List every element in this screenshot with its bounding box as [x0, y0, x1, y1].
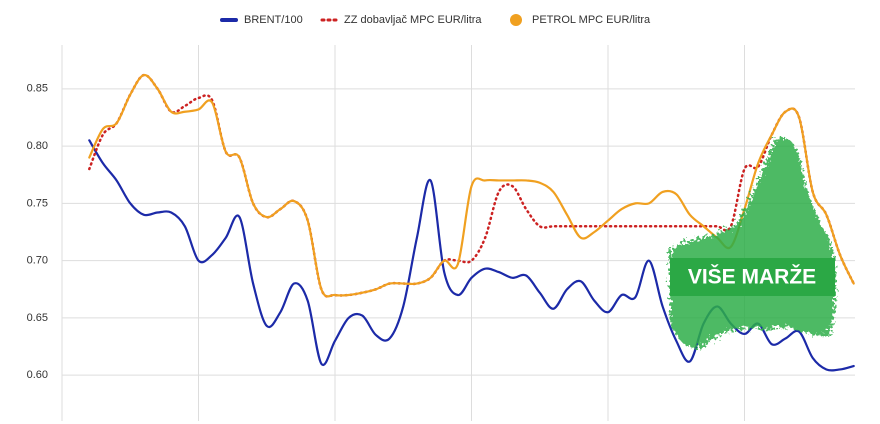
annotation: VIŠE MARŽE — [688, 265, 816, 289]
legend-label: PETROL MPC EUR/litra — [532, 14, 651, 26]
annotation-box — [670, 258, 835, 296]
y-tick-label: 0.80 — [27, 140, 48, 152]
y-tick-label: 0.70 — [27, 255, 48, 267]
legend-label: ZZ dobavljač MPC EUR/litra — [344, 14, 482, 26]
legend-label: BRENT/100 — [244, 14, 303, 26]
legend-swatch — [510, 14, 522, 26]
y-tick-label: 0.60 — [27, 369, 48, 381]
y-tick-label: 0.75 — [27, 197, 48, 209]
y-tick-label: 0.85 — [27, 83, 48, 95]
y-tick-label: 0.65 — [27, 312, 48, 324]
margin-blob — [670, 137, 836, 349]
